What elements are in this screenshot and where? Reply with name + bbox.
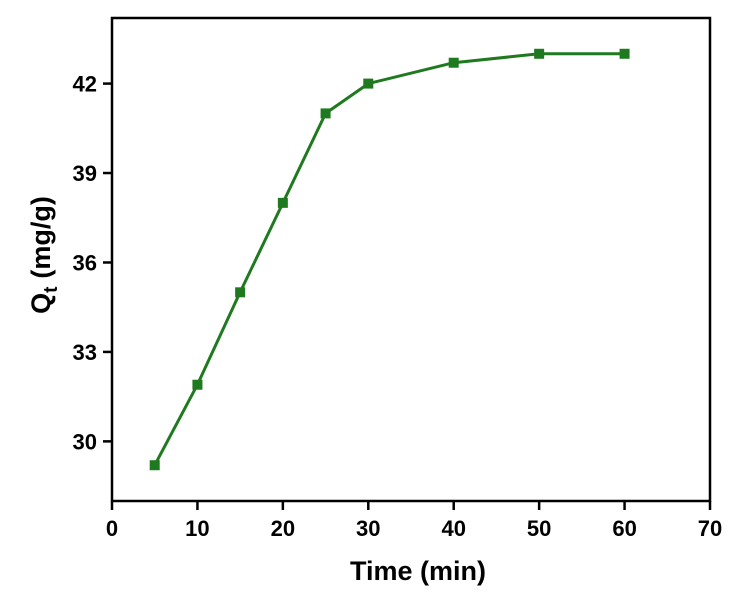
plot-frame xyxy=(110,16,712,503)
x-tick-label: 20 xyxy=(271,516,295,541)
y-tick-label: 39 xyxy=(73,161,97,186)
plot-area xyxy=(110,16,712,503)
data-point-marker xyxy=(277,197,288,208)
x-tick-label: 40 xyxy=(441,516,465,541)
x-axis-title: Time (min) xyxy=(350,556,486,586)
series-layer xyxy=(149,48,630,471)
data-point-marker xyxy=(619,48,630,59)
data-point-marker xyxy=(192,379,203,390)
y-tick-label: 36 xyxy=(73,250,97,275)
y-tick-label: 30 xyxy=(73,429,97,454)
x-tick-label: 10 xyxy=(185,516,209,541)
data-point-marker xyxy=(534,48,545,59)
data-point-marker xyxy=(149,460,160,471)
x-tick-label: 60 xyxy=(612,516,636,541)
series-line xyxy=(153,52,625,466)
x-tick-label: 30 xyxy=(356,516,380,541)
y-axis-symbol: Q xyxy=(26,293,56,314)
y-tick-label: 42 xyxy=(73,72,97,97)
y-axis-ticks: 30 33 36 39 42 xyxy=(73,72,112,454)
x-tick-label: 50 xyxy=(527,516,551,541)
x-axis-ticks: 0 10 20 30 40 50 60 70 xyxy=(106,501,722,541)
data-point-marker xyxy=(448,57,459,68)
y-axis-unit: (mg/g) xyxy=(26,196,56,278)
data-point-marker xyxy=(320,108,331,119)
data-point-marker xyxy=(363,78,374,89)
y-axis-title: Qt (mg/g) xyxy=(26,196,62,314)
y-axis-subscript: t xyxy=(41,286,62,293)
data-point-marker xyxy=(235,287,246,298)
y-tick-label: 33 xyxy=(73,340,97,365)
x-tick-label: 70 xyxy=(698,516,722,541)
x-tick-label: 0 xyxy=(106,516,118,541)
